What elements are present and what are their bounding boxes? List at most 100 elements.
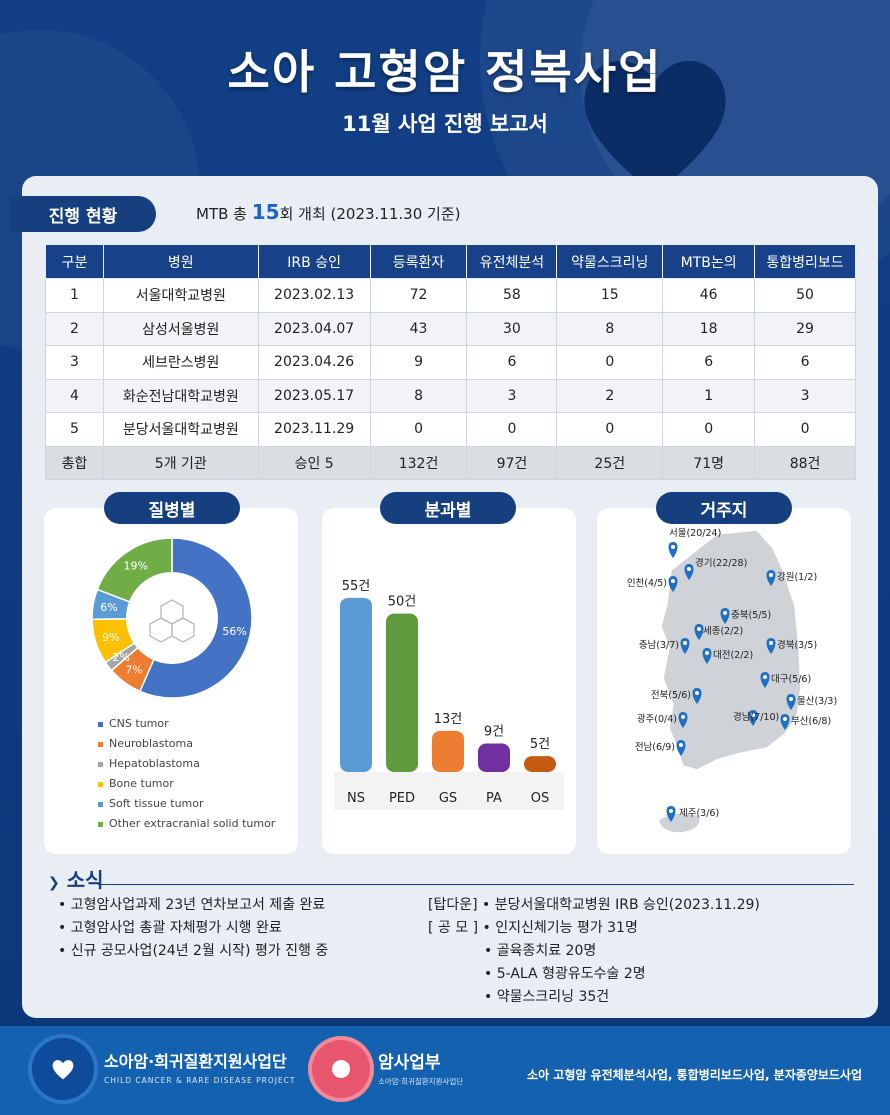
col-header: 약물스크리닝 xyxy=(556,244,664,279)
col-header: 유전체분석 xyxy=(466,244,558,279)
footer-projects: 소아 고형암 유전체분석사업, 통합병리보드사업, 분자종양보드사업 xyxy=(527,1068,862,1082)
table-cell: 0 xyxy=(662,412,756,447)
table-cell: 30 xyxy=(466,311,558,346)
table-cell: 0 xyxy=(754,412,856,447)
location-pin-icon xyxy=(676,740,686,756)
table-cell: 0 xyxy=(369,412,468,447)
status-tab: 진행 현황 xyxy=(10,196,156,232)
table-total-cell: 승인 5 xyxy=(257,445,371,480)
table-cell: 58 xyxy=(466,278,558,313)
table-cell: 15 xyxy=(556,278,664,313)
pie-value-label: 19% xyxy=(123,559,147,572)
bar-value-label: 13건 xyxy=(434,712,463,727)
disease-card-label: 질병별 xyxy=(104,492,240,524)
legend-item: Neuroblastoma xyxy=(98,734,275,754)
pie-hole xyxy=(126,572,218,664)
region-label: 세종(2/2) xyxy=(703,626,743,637)
pie-value-label: 2% xyxy=(112,651,129,664)
mtb-count: 15 xyxy=(251,200,280,224)
news-item-text: • 분당서울대학교병원 IRB 승인(2023.11.29) xyxy=(482,897,760,913)
bar xyxy=(478,743,510,772)
table-total-cell: 88건 xyxy=(754,445,856,480)
table-cell: 1 xyxy=(45,278,104,313)
table-cell: 화순전남대학교병원 xyxy=(102,378,259,413)
pin-dot xyxy=(723,611,727,615)
org2-logo-center xyxy=(332,1060,350,1078)
pie-value-label: 9% xyxy=(102,631,119,644)
pin-dot xyxy=(669,809,673,813)
disease-legend: CNS tumor Neuroblastoma Hepatoblastoma Bone… xyxy=(98,714,275,834)
table-cell: 9 xyxy=(369,345,468,380)
table-cell: 8 xyxy=(369,378,468,413)
pin-dot xyxy=(789,697,793,701)
region-label: 제주(3/6) xyxy=(679,808,719,819)
table-cell: 0 xyxy=(556,412,664,447)
location-pin-icon xyxy=(780,714,790,730)
chevron-right-icon: ❯ xyxy=(48,875,60,891)
bar-value-label: 5건 xyxy=(530,737,550,752)
region-card-label: 거주지 xyxy=(656,492,792,524)
news-item-text: • 인지신체기능 평가 31명 xyxy=(482,920,638,936)
pin-dot xyxy=(681,715,685,719)
pin-dot xyxy=(687,567,691,571)
location-pin-icon xyxy=(692,688,702,704)
news-tag: [ 공 모 ] xyxy=(428,920,479,936)
bar-value-label: 55건 xyxy=(342,579,371,594)
bar-category-label: NS xyxy=(347,791,365,806)
legend-item: Other extracranial solid tumor xyxy=(98,814,275,834)
legend-swatch xyxy=(98,761,103,767)
location-pin-icon xyxy=(684,564,694,580)
region-label: 경남(7/10) xyxy=(733,711,779,723)
bar-category-label: PED xyxy=(389,791,415,806)
news-title: ❯ 소식 xyxy=(48,864,104,893)
org1-name: 소아암·희귀질환지원사업단 xyxy=(104,1052,287,1071)
pin-dot xyxy=(679,743,683,747)
bar xyxy=(524,756,556,772)
legend-label: Hepatoblastoma xyxy=(109,757,200,770)
pie-value-label: 7% xyxy=(125,664,142,677)
table-cell: 2023.04.26 xyxy=(257,345,371,380)
col-header: 통합병리보드 xyxy=(754,244,856,279)
pie-value-label: 56% xyxy=(222,625,246,638)
region-label: 부산(6/8) xyxy=(791,716,831,727)
location-pin-icon xyxy=(786,694,796,710)
col-header: IRB 승인 xyxy=(257,244,371,279)
legend-swatch xyxy=(98,821,103,827)
legend-item: Soft tissue tumor xyxy=(98,794,275,814)
table-cell: 43 xyxy=(369,311,468,346)
region-label: 전북(5/6) xyxy=(651,690,691,701)
region-label: 경기(22/28) xyxy=(695,557,747,569)
table-cell: 3 xyxy=(754,378,856,413)
table-cell: 서울대학교병원 xyxy=(102,278,259,313)
news-divider xyxy=(98,884,854,885)
disease-pie-chart: 56% 7%2% 9% 6% 19% xyxy=(91,537,253,699)
table-cell: 6 xyxy=(662,345,756,380)
status-table: 구분 병원 IRB 승인 등록환자 유전체분석 약물스크리닝 MTB논의 통합병… xyxy=(45,244,856,480)
org2-subtitle: 소아암·희귀질환지원사업단 xyxy=(378,1077,464,1086)
pin-dot xyxy=(751,713,755,717)
pin-dot xyxy=(671,579,675,583)
table-total-cell: 총합 xyxy=(45,445,104,480)
col-header: 구분 xyxy=(45,244,104,279)
korea-map: 서울(20/24) 경기(22/28) 강원(1/2) 인천(4/5) 충북(5/5) 세… xyxy=(627,528,837,833)
dept-card-label: 분과별 xyxy=(380,492,516,524)
legend-label: Soft tissue tumor xyxy=(109,797,204,810)
bar-category-label: GS xyxy=(439,791,457,806)
table-cell: 2 xyxy=(556,378,664,413)
location-pin-icon xyxy=(668,542,678,558)
col-header: 등록환자 xyxy=(369,244,468,279)
pin-dot xyxy=(769,573,773,577)
table-row: 4 화순전남대학교병원 2023.05.17 8 3 2 1 3 xyxy=(45,378,856,413)
table-row: 1 서울대학교병원 2023.02.13 72 58 15 46 50 xyxy=(45,278,856,313)
table-total-cell: 5개 기관 xyxy=(102,445,259,480)
location-pin-icon xyxy=(760,672,770,688)
table-total-row: 총합 5개 기관 승인 5 132건 97건 25건 71명 88건 xyxy=(45,445,856,480)
bar-value-label: 9건 xyxy=(484,725,504,740)
mtb-prefix: MTB 총 xyxy=(196,205,252,223)
legend-item: Bone tumor xyxy=(98,774,275,794)
table-cell: 2023.05.17 xyxy=(257,378,371,413)
table-cell: 분당서울대학교병원 xyxy=(102,412,259,447)
legend-swatch xyxy=(98,741,103,747)
region-label: 충북(5/5) xyxy=(731,610,771,621)
location-pin-icon xyxy=(748,710,758,726)
